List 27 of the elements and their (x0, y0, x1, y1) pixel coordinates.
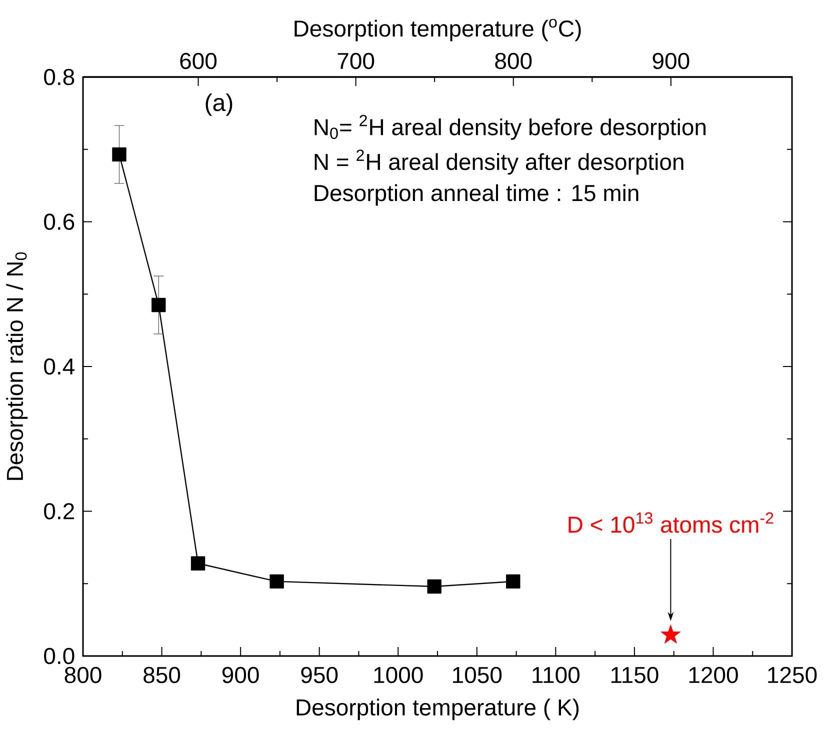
annotation: (a) (206, 94, 232, 116)
y-axis-title: Desorption ratio N / N$_{0}$ (6, 252, 28, 480)
x2-tick-label: 700 (338, 52, 374, 70)
x2-tick-label: 900 (652, 52, 690, 70)
x-tick-label: 800 (64, 666, 102, 684)
x-tick-label: 950 (301, 666, 338, 684)
x-tick-label: 1200 (689, 666, 738, 684)
x-tick-label: 1100 (532, 666, 580, 684)
x2-axis-title: Desorption temperature ($^{o}$C) (294, 18, 581, 42)
y-tick-label: 0.6 (44, 214, 74, 230)
x-tick-label: 1150 (611, 666, 658, 684)
x2-tick-label: 800 (495, 52, 532, 70)
y-tick-label: 0.0 (44, 648, 74, 664)
x-axis-title: Desorption temperature ( K) (296, 698, 579, 720)
x-tick-label: 1050 (453, 666, 502, 684)
y-tick-label: 0.8 (44, 68, 74, 86)
x-tick-label: 1000 (374, 666, 423, 684)
annotation: D < 10$^{13}$ atoms cm$^{-2}$ (568, 512, 774, 533)
annotation: N$_{0}$= $^{2}$H areal density before desorption (314, 114, 706, 140)
x-tick-label: 850 (144, 666, 180, 684)
x-tick-label: 900 (222, 666, 259, 684)
x2-tick-label: 600 (180, 52, 217, 70)
annotation: Desorption anneal time : 15 min (314, 184, 638, 206)
x-tick-label: 1250 (768, 666, 817, 684)
annotation: N = $^{2}$H areal density after desorption (314, 150, 684, 175)
y-tick-label: 0.4 (44, 358, 74, 375)
y-tick-label: 0.2 (44, 503, 74, 520)
